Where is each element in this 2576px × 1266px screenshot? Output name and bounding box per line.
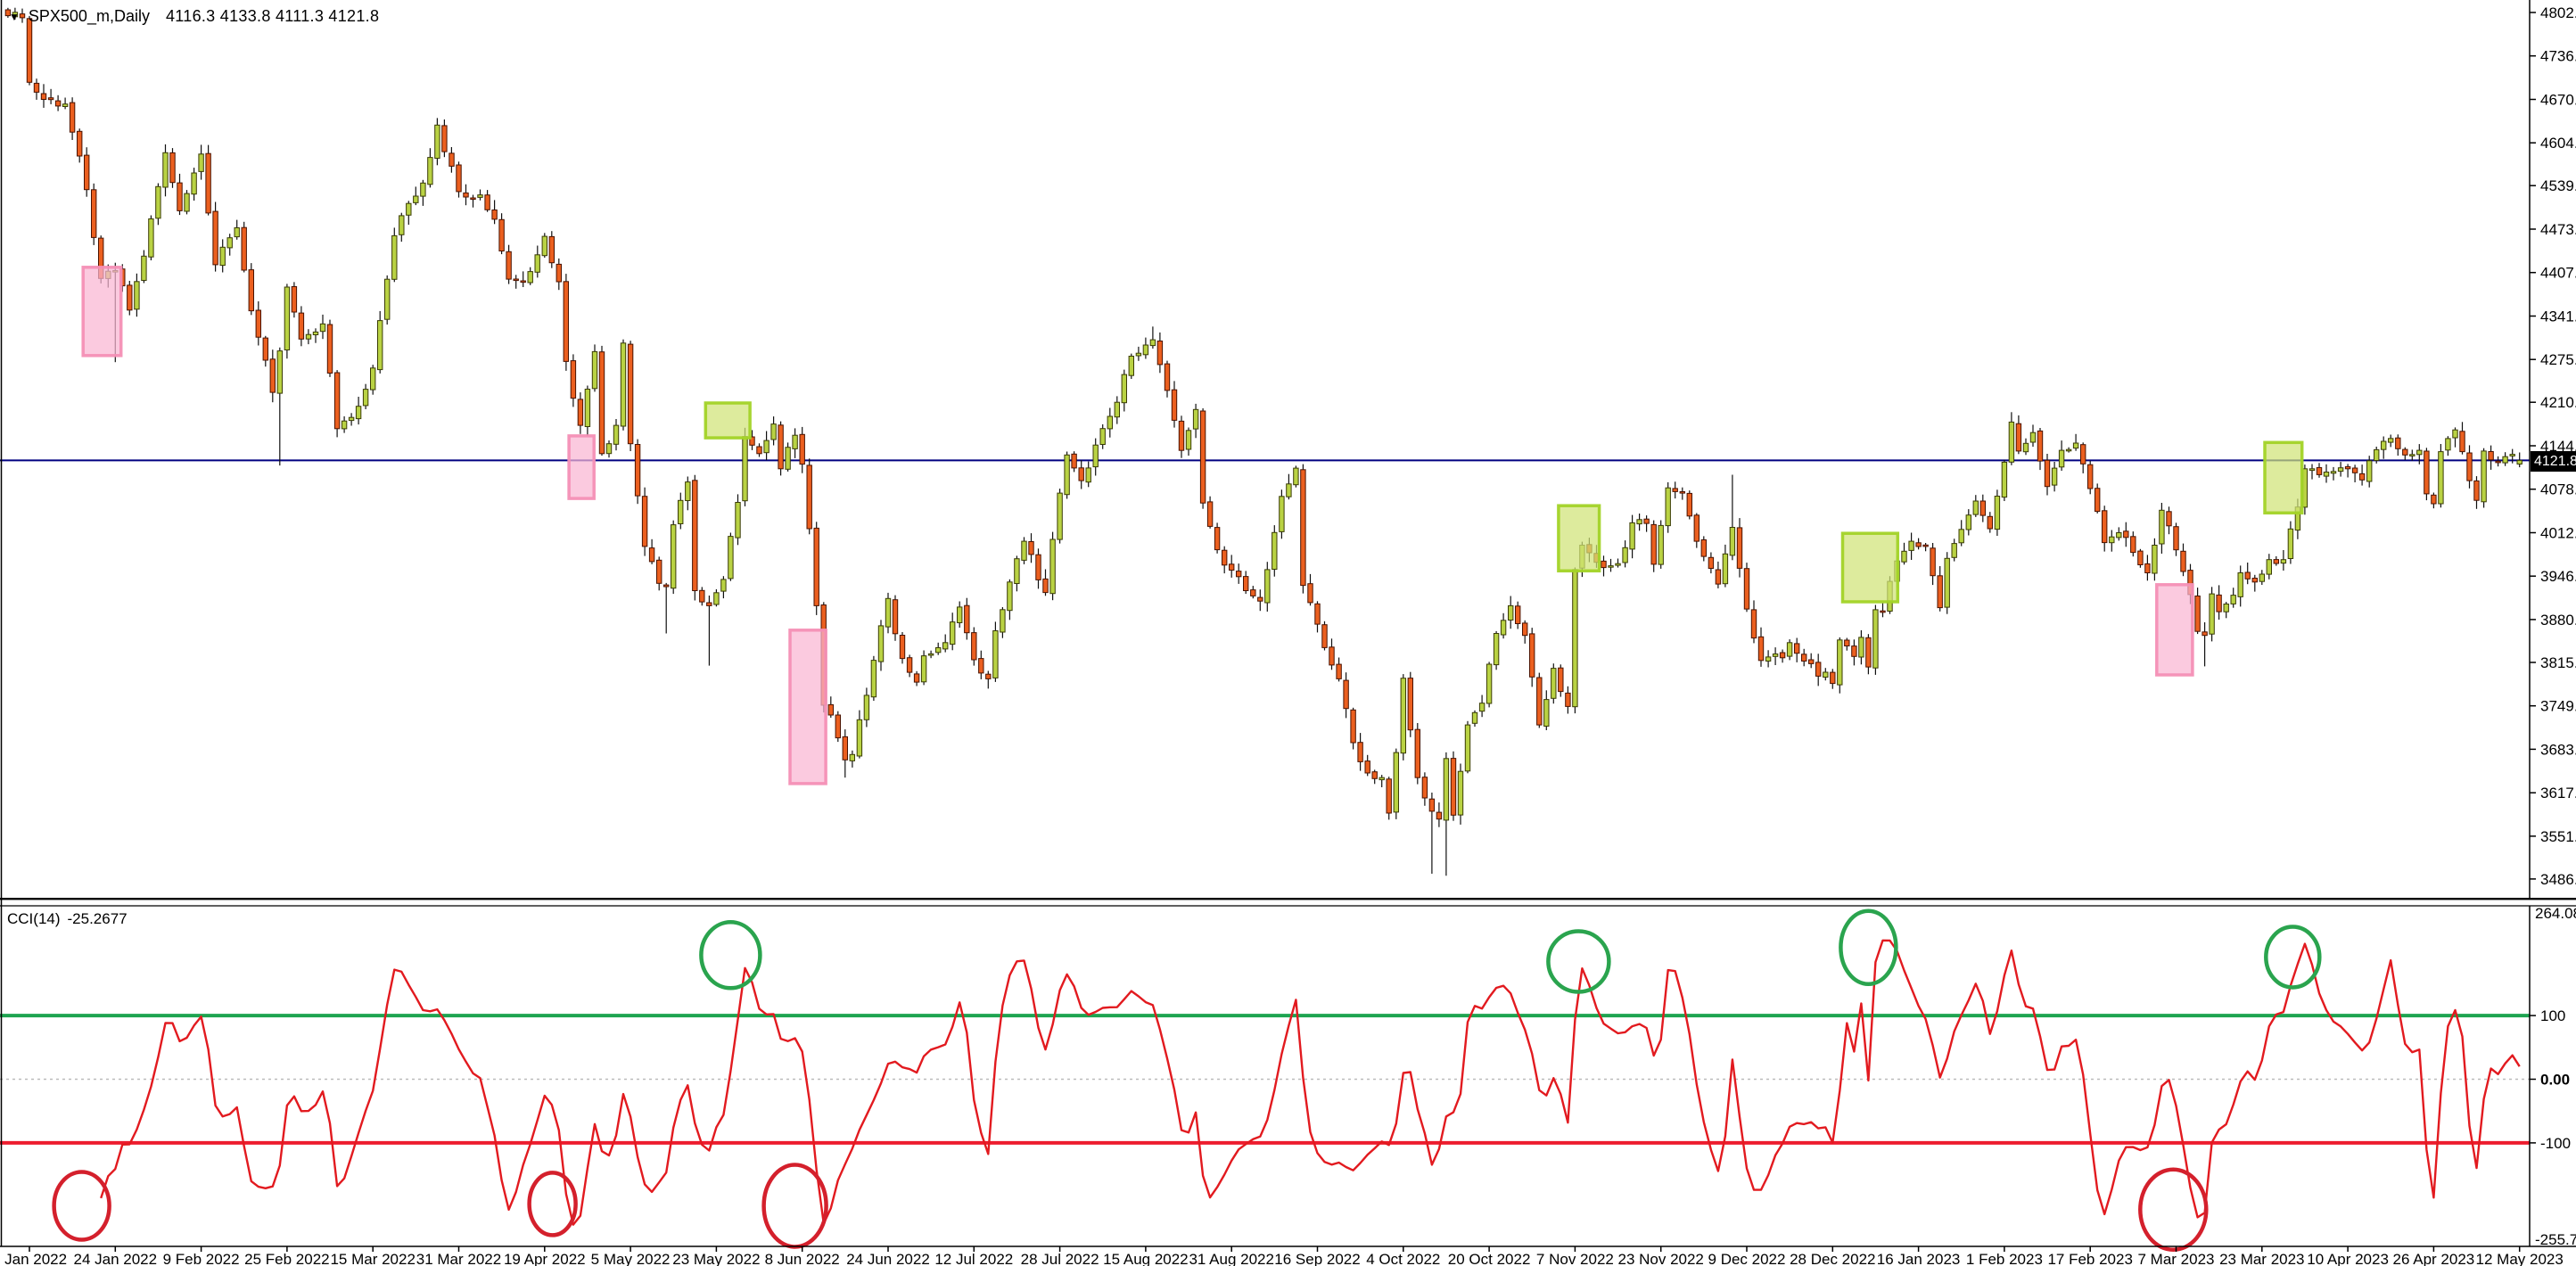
date-tick-label: 15 Aug 2022 [1103,1251,1188,1266]
price-tick-label: 3551.0 [2540,828,2576,845]
candles-layer [4,7,2523,876]
cci-signal-circle-red [761,1163,828,1249]
date-tick-label: 24 Jan 2022 [74,1251,158,1266]
indicator-label-row: CCI(14) -25.2677 [7,910,128,928]
symbol-collapse-icon[interactable]: ▼ [9,10,20,23]
price-tick-label: 4275.0 [2540,351,2576,368]
date-tick-label: 24 Jun 2022 [846,1251,930,1266]
date-tick-label: 26 Apr 2023 [2393,1251,2475,1266]
price-tick-label: 4012.0 [2540,525,2576,542]
cci-axis: 264.0853 -255.7472 100 0.00 -100 [2530,905,2576,1248]
price-tick-label: 4736.0 [2540,48,2576,65]
date-tick-label: 15 Mar 2022 [330,1251,415,1266]
cci-tick-label: -100 [2540,1135,2571,1152]
pattern-zone-bearish [2155,583,2194,677]
pattern-zone-bearish [567,434,596,500]
cci-panel [0,908,2530,1253]
date-tick-label: 28 Dec 2022 [1790,1251,1875,1266]
date-tick-label: 31 Mar 2022 [416,1251,501,1266]
pattern-zone-bullish [1557,504,1601,573]
cci-line [100,939,2521,1226]
date-tick-label: 23 Mar 2023 [2219,1251,2304,1266]
price-tick-label: 4604.0 [2540,135,2576,152]
date-tick-label: 25 Feb 2022 [244,1251,329,1266]
price-tick-label: 3617.0 [2540,785,2576,802]
date-tick-label: 8 Jun 2022 [765,1251,840,1266]
date-tick-label: 16 Jan 2023 [1877,1251,1961,1266]
date-tick-label: 9 Dec 2022 [1708,1251,1786,1266]
date-tick-label: 12 May 2023 [2476,1251,2564,1266]
date-tick-label: 9 Feb 2022 [163,1251,240,1266]
price-tick-label: 4670.0 [2540,92,2576,109]
price-tick-label: 4407.0 [2540,265,2576,282]
date-tick-label: 17 Feb 2023 [2047,1251,2132,1266]
chart-ohlc-values: 4116.3 4133.8 4111.3 4121.8 [165,7,380,25]
chart-title: SPX500_m,Daily [28,7,150,25]
price-tick-label: 3946.0 [2540,568,2576,585]
current-price-badge: 4121.8 [2531,451,2576,472]
price-tick-label: 4802.0 [2540,4,2576,21]
pattern-zone-bullish [1840,531,1900,604]
pattern-zone-bearish [788,629,827,785]
cci-signal-circle-green [699,920,762,991]
price-tick-label: 4341.0 [2540,308,2576,325]
date-tick-label: 16 Sep 2022 [1274,1251,1360,1266]
price-tick-label: 3683.0 [2540,741,2576,758]
date-tick-label: 23 May 2022 [672,1251,760,1266]
cci-signal-circle-red [52,1170,111,1242]
pattern-zones-layer [81,266,2304,785]
date-tick-label: 12 Jul 2022 [934,1251,1013,1266]
cci-signal-circle-green [2264,925,2322,990]
date-tick-label: 7 Nov 2022 [1536,1251,1614,1266]
price-tick-label: 4078.0 [2540,481,2576,498]
date-tick-label: 5 May 2022 [591,1251,671,1266]
cci-signal-circle-red [2138,1167,2209,1253]
cci-signal-circle-green [1546,929,1611,994]
price-tick-label: 4539.0 [2540,177,2576,194]
date-tick-label: 1 Feb 2023 [1966,1251,2043,1266]
date-tick-label: 6 Jan 2022 [0,1251,67,1266]
cci-signal-circle-green [1839,908,1898,987]
cci-min-label: -255.7472 [2535,1231,2576,1248]
price-tick-label: 4210.0 [2540,394,2576,411]
date-tick-label: 10 Apr 2023 [2307,1251,2389,1266]
date-tick-label: 19 Apr 2022 [504,1251,586,1266]
chart-title-bar: ▼ SPX500_m,Daily 4116.3 4133.8 4111.3 41… [9,7,379,26]
date-tick-label: 31 Aug 2022 [1189,1251,1273,1266]
cci-signal-circle-red [527,1171,578,1237]
cci-tick-label: 0.00 [2540,1072,2570,1089]
cci-tick-label: 100 [2540,1007,2565,1024]
pattern-zone-bullish [2263,440,2304,515]
date-tick-label: 7 Mar 2023 [2138,1251,2215,1266]
price-tick-label: 3749.0 [2540,698,2576,715]
date-tick-label: 20 Oct 2022 [1448,1251,1531,1266]
price-tick-label: 3880.0 [2540,612,2576,629]
price-tick-label: 3486.0 [2540,871,2576,888]
cci-max-label: 264.0853 [2535,905,2576,922]
price-tick-label: 4473.0 [2540,221,2576,238]
indicator-name: CCI(14) [7,910,61,927]
price-tick-label: 3815.0 [2540,654,2576,671]
date-tick-label: 4 Oct 2022 [1366,1251,1440,1266]
indicator-value: -25.2677 [67,910,128,927]
pattern-zone-bearish [81,266,123,358]
date-tick-label: 23 Nov 2022 [1617,1251,1703,1266]
pattern-zone-bullish [704,401,752,440]
time-axis: 6 Jan 2022 24 Jan 2022 9 Feb 2022 25 Feb 20… [0,1246,2564,1266]
price-tick-label: 4144.0 [2540,438,2576,455]
price-axis: 4802.0 4736.0 4670.0 4604.0 4539.0 4473.0 4407… [2530,4,2576,888]
date-tick-label: 28 Jul 2022 [1021,1251,1099,1266]
